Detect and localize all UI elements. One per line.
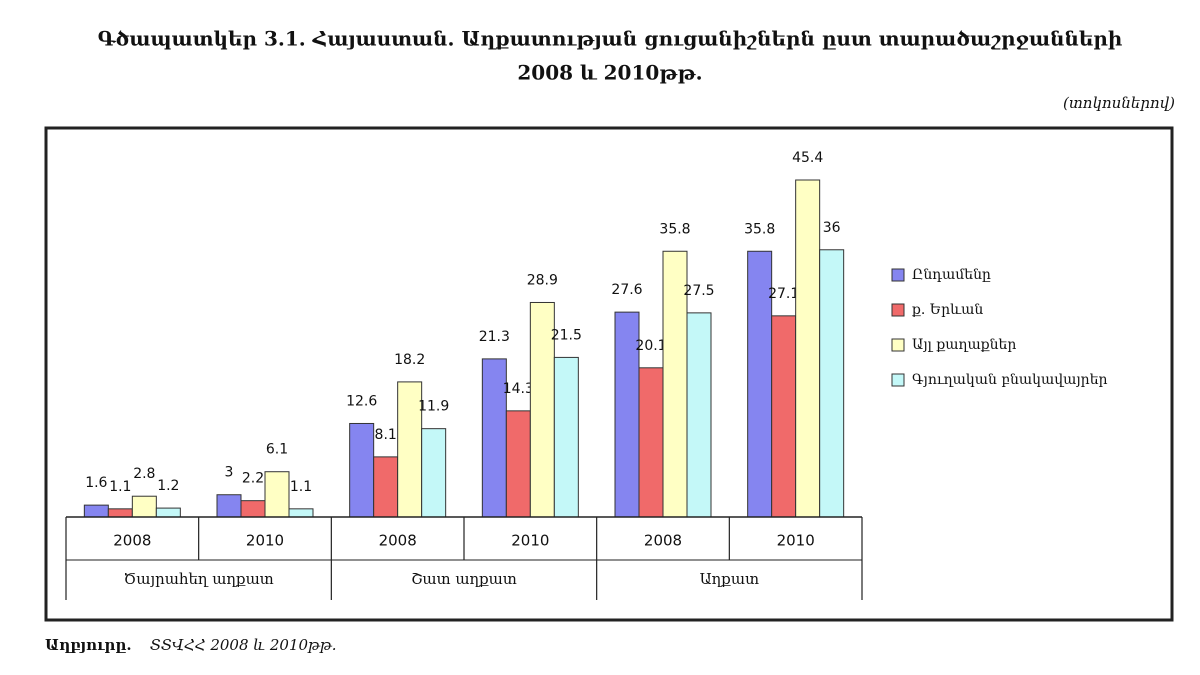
bar	[771, 315, 797, 518]
data-label: 36	[823, 220, 841, 236]
data-label: 1.2	[157, 478, 179, 494]
x-tick-label: 2010	[246, 532, 284, 550]
legend-swatch	[891, 373, 905, 387]
chart-title: Գծապատկեր 3.1. Հայաստան. Աղքատության ցու…	[98, 27, 1123, 51]
data-label: 21.3	[479, 329, 510, 345]
data-label: 1.1	[290, 479, 312, 495]
bar	[131, 495, 157, 518]
data-label: 1.6	[85, 475, 107, 491]
data-label: 35.8	[744, 221, 775, 237]
legend-swatch	[891, 338, 905, 352]
x-tick-label: 2008	[379, 532, 417, 550]
data-label: 28.9	[527, 272, 558, 288]
bar	[240, 500, 266, 518]
bar	[288, 508, 314, 518]
bar	[662, 250, 688, 518]
data-label: 14.3	[503, 381, 534, 397]
data-label: 45.4	[792, 150, 823, 166]
data-label: 3	[225, 465, 234, 481]
legend-label: Այլ քաղաքներ	[912, 337, 1016, 353]
data-label: 21.5	[551, 327, 582, 343]
data-label: 18.2	[394, 352, 425, 368]
bar	[373, 456, 399, 518]
x-tick-label: 2010	[777, 532, 815, 550]
chart-title: 2008 և 2010թթ.	[517, 61, 702, 85]
x-tick-label: 2008	[113, 532, 151, 550]
bar	[553, 356, 579, 518]
bar	[505, 410, 531, 518]
bar	[638, 367, 664, 518]
bar	[155, 507, 181, 518]
group-label: Աղքատ	[700, 570, 759, 588]
data-label: 27.6	[611, 282, 642, 298]
legend-label: Ընդամենը	[912, 267, 991, 283]
x-tick-label: 2010	[511, 532, 549, 550]
data-label: 1.1	[109, 479, 131, 495]
legend-swatch	[891, 268, 905, 282]
data-label: 2.2	[242, 471, 264, 487]
data-label: 35.8	[659, 221, 690, 237]
source-label: Աղբյուրը.	[45, 636, 132, 654]
source: ՏՏՎՀՀ 2008 և 2010թթ.	[150, 636, 337, 654]
bar	[686, 312, 712, 518]
data-label: 8.1	[375, 427, 397, 443]
group-label: Ծայրահեղ աղքատ	[124, 570, 274, 588]
data-label: 11.9	[418, 399, 449, 415]
bar	[107, 508, 133, 518]
legend-swatch	[891, 303, 905, 317]
bar	[397, 381, 423, 518]
group-label: Շատ աղքատ	[411, 570, 517, 588]
bar	[216, 494, 242, 518]
data-label: 27.5	[683, 283, 714, 299]
chart-frame	[44, 126, 1174, 622]
data-label: 6.1	[266, 442, 288, 458]
bar	[421, 428, 447, 518]
bar	[819, 249, 845, 518]
bar	[614, 311, 640, 518]
data-label: 2.8	[133, 466, 155, 482]
legend-label: ք. Երևան	[912, 302, 983, 318]
bar	[264, 471, 290, 518]
legend-label: Գյուղական բնակավայրեր	[912, 372, 1108, 388]
bar	[349, 422, 375, 518]
bar	[83, 504, 109, 518]
data-label: 12.6	[346, 393, 377, 409]
data-label: 27.1	[768, 286, 799, 302]
data-label: 20.1	[635, 338, 666, 354]
x-tick-label: 2008	[644, 532, 682, 550]
unit-label: (տոկոսներով)	[1063, 94, 1175, 112]
bar	[795, 179, 821, 518]
